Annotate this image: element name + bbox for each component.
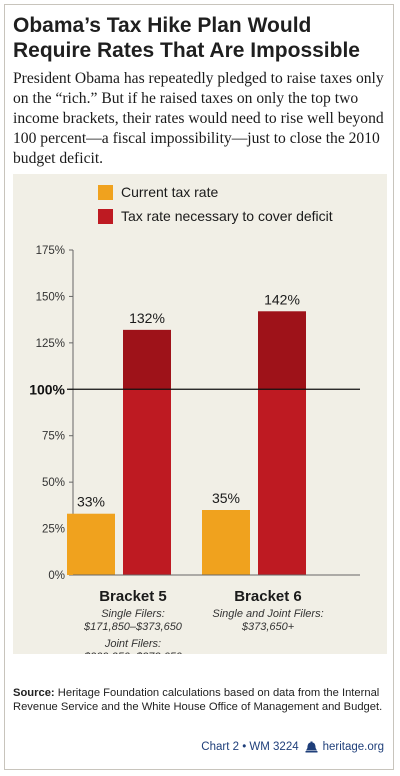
bar-value-label: 35% — [212, 490, 240, 506]
bar-chart: 0% 25% 50% 75% 125% 150% 175% 33% 132% Bracket 5 S… — [29, 245, 360, 654]
category-note-line: Joint Filers: — [104, 638, 161, 650]
category-label: Bracket 6 — [234, 588, 302, 605]
source-text: Heritage Foundation calculations based o… — [13, 687, 383, 713]
y-tick-label: 50% — [42, 477, 65, 489]
bar-2-necessary-lower — [258, 389, 306, 575]
bar-value-label: 142% — [264, 291, 300, 307]
reference-line-label: 100% — [29, 381, 65, 397]
category-label: Bracket 5 — [99, 588, 167, 605]
y-tick-label: 125% — [36, 338, 65, 350]
chart-id: Chart 2 • WM 3224 — [201, 741, 299, 753]
bar-1-necessary-lower — [123, 389, 171, 575]
y-tick-label: 150% — [36, 291, 65, 303]
y-tick-label: 25% — [42, 524, 65, 536]
y-tick-label: 0% — [48, 570, 65, 582]
liberty-bell-icon — [305, 741, 318, 753]
site-link[interactable]: heritage.org — [322, 741, 384, 753]
bar-value-label: 33% — [77, 494, 105, 510]
source-label: Source: — [13, 687, 55, 699]
chart-footer: Chart 2 • WM 3224 heritage.org — [201, 741, 384, 753]
y-tick-label: 175% — [36, 245, 65, 257]
category-note-line: $171,850–$373,650 — [83, 621, 183, 633]
source-note: Source: Heritage Foundation calculations… — [13, 687, 387, 714]
chart-frame — [4, 4, 394, 770]
chart-title: Obama’s Tax Hike Plan Would Require Rate… — [13, 14, 360, 62]
bar-1-necessary-upper — [123, 329, 171, 390]
legend-label-current: Current tax rate — [121, 184, 219, 200]
legend-item-necessary: Tax rate necessary to cover deficit — [98, 208, 333, 224]
bar-2-current — [202, 510, 250, 575]
intro-paragraph: President Obama has repeatedly pledged t… — [13, 70, 384, 167]
y-tick-label: 75% — [42, 431, 65, 443]
category-note-line: Single and Joint Filers: — [212, 608, 323, 620]
legend-swatch-necessary — [98, 208, 113, 224]
legend-swatch-current — [98, 184, 113, 200]
legend-label-necessary: Tax rate necessary to cover deficit — [121, 208, 333, 224]
category-note-line: $373,650+ — [241, 621, 295, 633]
legend-item-current: Current tax rate — [98, 184, 218, 200]
category-note-line: $209,250–$373,650 — [83, 651, 183, 654]
chart-panel: Current tax rate Tax rate necessary to c… — [13, 174, 387, 654]
bar-value-label: 132% — [129, 310, 165, 326]
bar-2-necessary-upper — [258, 311, 306, 390]
category-note-line: Single Filers: — [101, 608, 165, 620]
bar-1-current — [67, 513, 115, 575]
